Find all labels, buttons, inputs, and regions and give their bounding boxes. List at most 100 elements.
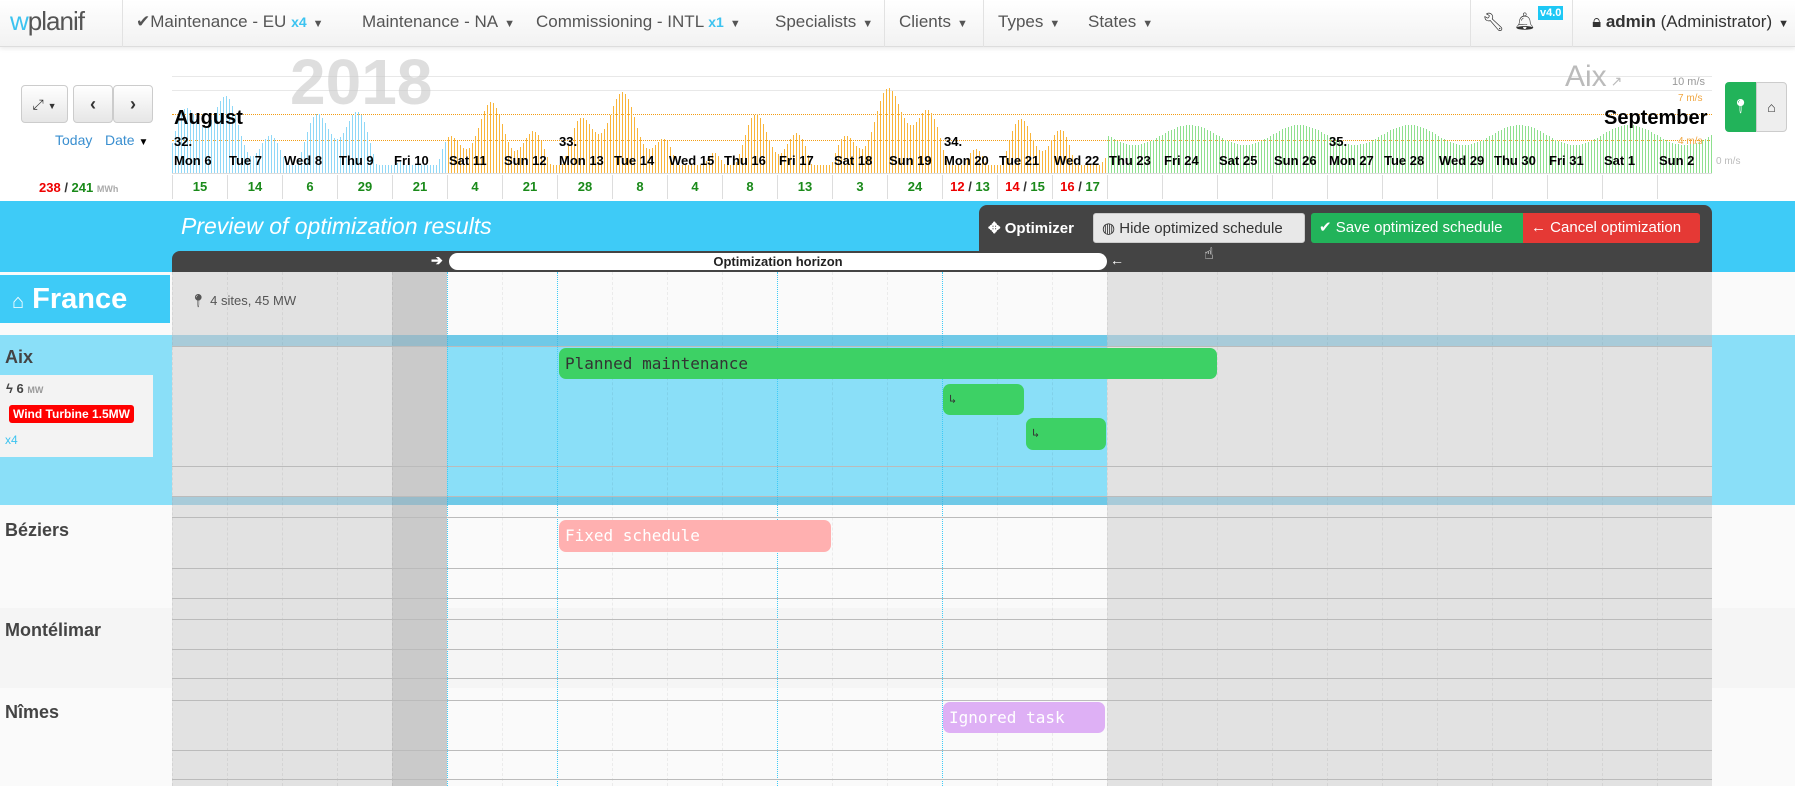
wind-bar <box>1648 130 1649 173</box>
nav-clients[interactable]: Clients ▼ <box>899 12 968 31</box>
wind-bar <box>691 165 692 173</box>
home-button[interactable]: ⌂ <box>1756 82 1787 132</box>
wind-bar <box>376 164 377 173</box>
wind-bar <box>1222 138 1223 173</box>
site-name-montelimar[interactable]: Montélimar <box>5 620 102 640</box>
wind-bar <box>289 165 290 173</box>
wind-bar <box>574 127 575 173</box>
task-fixed-schedule[interactable]: Fixed schedule <box>559 520 831 552</box>
wind-bar <box>607 122 608 173</box>
external-link-icon[interactable]: ↗ <box>1606 73 1623 89</box>
wind-bar <box>436 165 437 173</box>
nav-maintenance-na[interactable]: Maintenance - NA ▼ <box>362 12 515 31</box>
wind-bar <box>1171 129 1172 173</box>
optimization-horizon[interactable]: Optimization horizon <box>449 253 1107 270</box>
wind-bar <box>613 106 614 173</box>
save-optimized-schedule-button[interactable]: ✔ Save optimized schedule <box>1311 213 1523 243</box>
date-dropdown[interactable]: Date ▼ <box>105 132 149 148</box>
site-name-beziers[interactable]: Béziers <box>5 520 70 540</box>
wind-bar <box>1204 128 1205 173</box>
wind-bar <box>1117 140 1118 173</box>
wind-bar <box>1462 144 1463 173</box>
day-task-count <box>1327 175 1382 199</box>
wind-bar <box>805 145 806 173</box>
next-button[interactable]: › <box>113 85 153 123</box>
day-column <box>1217 272 1272 786</box>
wind-bar <box>1213 132 1214 173</box>
wind-bar <box>859 148 860 173</box>
day-label: Sun 26 <box>1274 153 1317 168</box>
region-header[interactable]: ⌂ France <box>0 275 170 323</box>
wind-bar <box>823 165 824 173</box>
wind-bar <box>463 147 464 173</box>
bell-icon[interactable]: 🔔︎ <box>1514 12 1536 31</box>
today-link[interactable]: Today <box>55 132 93 148</box>
task-planned-maintenance[interactable]: Planned maintenance <box>559 348 1217 379</box>
site-name-nimes[interactable]: Nîmes <box>5 702 60 722</box>
wind-bar <box>1630 125 1631 173</box>
wind-bar <box>1198 126 1199 173</box>
wind-bar <box>814 165 815 173</box>
wind-bar <box>967 158 968 173</box>
asset-count[interactable]: x4 <box>5 433 18 447</box>
wind-bar <box>592 128 593 173</box>
wind-bar <box>484 110 485 173</box>
horizon-start-handle[interactable]: ➔ <box>431 252 443 268</box>
wind-forecast-chart: 2018 <box>172 50 1712 173</box>
wind-bar <box>202 126 203 173</box>
wind-bar <box>847 135 848 173</box>
wind-bar <box>1501 129 1502 173</box>
nav-maintenance-eu[interactable]: ✔Maintenance - EU x4 ▼ <box>136 12 324 31</box>
wind-bar <box>1375 138 1376 173</box>
crosshair-icon: ✥ <box>988 220 1001 237</box>
wind-bar <box>811 164 812 173</box>
wind-bar <box>934 118 935 173</box>
nav-states[interactable]: States ▼ <box>1088 12 1154 31</box>
wrench-icon[interactable]: 🔧︎ <box>1482 12 1505 32</box>
wind-bar <box>361 115 362 173</box>
asset-badge[interactable]: Wind Turbine 1.5MW <box>9 405 134 423</box>
task-subtask[interactable]: ↳ <box>943 384 1024 415</box>
wind-bar <box>1138 144 1139 173</box>
wind-bar <box>292 165 293 173</box>
wind-bar <box>628 98 629 173</box>
wind-bar <box>529 133 530 173</box>
wind-bar <box>886 88 887 173</box>
wind-bar <box>430 165 431 173</box>
logo[interactable]: wplanif <box>10 6 85 36</box>
wind-bar <box>1372 140 1373 173</box>
site-name-aix[interactable]: Aix <box>5 347 34 367</box>
day-task-count: 16 / 17 <box>1052 175 1107 199</box>
wind-bar <box>1477 142 1478 173</box>
nav-specialists[interactable]: Specialists ▼ <box>775 12 874 31</box>
wind-bar <box>517 150 518 173</box>
wind-bar <box>1135 145 1136 173</box>
wind-bar <box>808 154 809 173</box>
user-menu[interactable]: 🔒︎ admin (Administrator) ▼ <box>1592 12 1789 31</box>
wind-bar <box>922 113 923 173</box>
cancel-optimization-button[interactable]: ← Cancel optimization <box>1523 213 1700 243</box>
wind-bar <box>1273 134 1274 173</box>
previous-button[interactable]: ‹ <box>73 85 113 123</box>
nav-types[interactable]: Types ▼ <box>998 12 1061 31</box>
wind-bar <box>1549 136 1550 173</box>
zoom-dropdown-button[interactable]: ⤢ ▼ <box>21 85 68 123</box>
wind-bar <box>520 147 521 173</box>
horizon-end-handle[interactable]: ← <box>1110 252 1124 268</box>
wind-bar <box>211 119 212 173</box>
wind-bar <box>1000 165 1001 173</box>
wind-bar <box>1645 128 1646 173</box>
wind-bar <box>1327 135 1328 173</box>
wind-bar <box>1525 125 1526 173</box>
wind-bar <box>1384 133 1385 173</box>
nav-commissioning-intl[interactable]: Commissioning - INTL x1 ▼ <box>536 12 741 31</box>
wind-bar <box>472 143 473 173</box>
task-ignored[interactable]: Ignored task <box>943 702 1105 733</box>
wind-bar <box>304 141 305 173</box>
day-column <box>887 272 942 786</box>
hide-optimized-schedule-button[interactable]: ◍ Hide optimized schedule <box>1093 213 1305 243</box>
wind-bar <box>538 135 539 173</box>
wind-bar <box>274 137 275 173</box>
map-pin-button[interactable]: 📍︎ <box>1725 82 1756 132</box>
task-subtask[interactable]: ↳ <box>1026 418 1106 450</box>
